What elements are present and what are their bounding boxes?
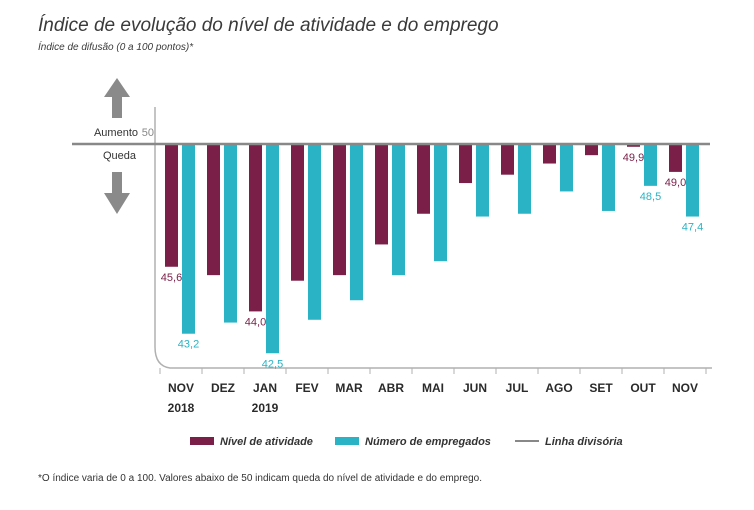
legend-swatch (190, 437, 214, 445)
x-tick-label: JAN (253, 381, 277, 395)
y-axis-line (154, 107, 712, 369)
x-tick-label: JUN (463, 381, 487, 395)
x-tick-label: FEV (295, 381, 318, 395)
data-label: 45,6 (161, 272, 182, 284)
data-label: 43,2 (178, 339, 199, 351)
bar-numero-empregados-6 (434, 144, 447, 262)
bar-numero-empregados-2 (266, 144, 279, 354)
bar-nivel-atividade-6 (417, 144, 430, 214)
bar-numero-empregados-4 (350, 144, 363, 301)
bar-nivel-atividade-3 (291, 144, 304, 281)
bar-nivel-atividade-5 (375, 144, 388, 245)
bar-nivel-atividade-10 (585, 144, 598, 156)
bar-nivel-atividade-11 (627, 144, 640, 147)
up-arrow-icon (104, 78, 130, 118)
bars-group (165, 144, 699, 354)
legend-label: Nível de atividade (220, 436, 313, 448)
bar-nivel-atividade-12 (669, 144, 682, 172)
x-tick-year-label: 2018 (168, 401, 195, 415)
x-tick-label: MAR (335, 381, 363, 395)
x-tick-label: ABR (378, 381, 404, 395)
legend: Nível de atividade Número de empregados Li… (190, 436, 623, 448)
chart-title: Índice de evolução do nível de atividade… (38, 15, 499, 36)
data-label: 47,4 (682, 222, 703, 234)
baseline-label: 50 (142, 127, 154, 139)
value-labels-group: 45,6 43,2 44,0 42,5 49,9 48,5 49,0 47,4 (161, 152, 703, 370)
x-tick-label: AGO (545, 381, 572, 395)
bar-numero-empregados-11 (644, 144, 657, 186)
bar-nivel-atividade-2 (249, 144, 262, 312)
legend-label: Número de empregados (365, 436, 491, 448)
bar-numero-empregados-10 (602, 144, 615, 211)
bar-numero-empregados-1 (224, 144, 237, 323)
up-label: Aumento (94, 127, 138, 139)
bar-nivel-atividade-9 (543, 144, 556, 164)
legend-swatch (335, 437, 359, 445)
x-tick-label: DEZ (211, 381, 235, 395)
x-tick-label: NOV (672, 381, 698, 395)
bar-numero-empregados-7 (476, 144, 489, 217)
x-tick-label: MAI (422, 381, 444, 395)
bar-nivel-atividade-0 (165, 144, 178, 267)
x-tick-label: SET (589, 381, 613, 395)
x-tick-year-label: 2019 (252, 401, 279, 415)
bar-nivel-atividade-7 (459, 144, 472, 184)
data-label: 44,0 (245, 316, 266, 328)
down-label: Queda (103, 150, 137, 162)
legend-label: Linha divisória (545, 436, 623, 448)
chart-subtitle: Índice de difusão (0 a 100 pontos)* (38, 40, 194, 53)
down-arrow-icon (104, 172, 130, 214)
footnote: *O índice varia de 0 a 100. Valores abai… (38, 473, 482, 484)
bar-numero-empregados-0 (182, 144, 195, 334)
bar-numero-empregados-12 (686, 144, 699, 217)
bar-numero-empregados-5 (392, 144, 405, 276)
x-ticks-group: NOV 2018 DEZ JAN 2019 FEV MAR ABR MAI JUN JUL AGO SE… (159, 368, 707, 415)
data-label: 49,0 (665, 177, 686, 189)
bar-nivel-atividade-8 (501, 144, 514, 175)
x-tick-label: OUT (630, 381, 656, 395)
bar-nivel-atividade-1 (207, 144, 220, 276)
bar-numero-empregados-8 (518, 144, 531, 214)
x-tick-label: NOV (168, 381, 194, 395)
bar-nivel-atividade-4 (333, 144, 346, 276)
data-label: 49,9 (623, 152, 644, 164)
data-label: 42,5 (262, 358, 283, 370)
bar-numero-empregados-3 (308, 144, 321, 320)
bar-numero-empregados-9 (560, 144, 573, 192)
x-tick-label: JUL (506, 381, 529, 395)
data-label: 48,5 (640, 191, 661, 203)
